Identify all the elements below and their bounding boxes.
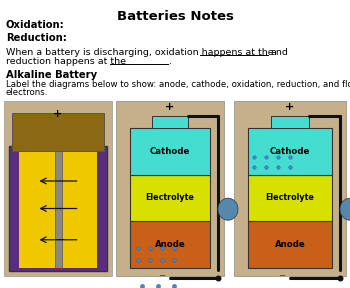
Text: electrons.: electrons. bbox=[6, 88, 48, 97]
Text: −: − bbox=[55, 264, 62, 273]
Bar bbox=[152, 116, 188, 128]
Text: −: − bbox=[279, 271, 286, 280]
Text: reduction happens at the: reduction happens at the bbox=[6, 57, 126, 66]
Text: +: + bbox=[165, 102, 175, 112]
Text: +: + bbox=[53, 109, 63, 119]
Ellipse shape bbox=[218, 198, 238, 220]
Bar bbox=[12, 113, 104, 151]
Text: Batteries Notes: Batteries Notes bbox=[117, 10, 233, 23]
Bar bbox=[271, 116, 309, 128]
Text: Electrolyte: Electrolyte bbox=[266, 194, 314, 202]
Text: Reduction:: Reduction: bbox=[6, 33, 67, 43]
Bar bbox=[130, 175, 210, 221]
Bar bbox=[248, 175, 332, 221]
Bar bbox=[248, 128, 332, 175]
Bar bbox=[116, 101, 224, 276]
Text: and: and bbox=[270, 48, 288, 57]
Text: Anode: Anode bbox=[275, 240, 305, 249]
Text: +: + bbox=[285, 102, 295, 112]
Bar bbox=[4, 101, 112, 276]
Text: When a battery is discharging, oxidation happens at the: When a battery is discharging, oxidation… bbox=[6, 48, 274, 57]
Bar bbox=[19, 146, 97, 268]
Text: .: . bbox=[169, 57, 172, 66]
Ellipse shape bbox=[340, 198, 350, 220]
Text: Cathode: Cathode bbox=[150, 147, 190, 156]
Bar bbox=[130, 221, 210, 268]
Bar bbox=[9, 146, 107, 271]
Text: Electrolyte: Electrolyte bbox=[146, 194, 195, 202]
Bar bbox=[55, 146, 62, 268]
Bar bbox=[234, 101, 346, 276]
Text: Alkaline Battery: Alkaline Battery bbox=[6, 70, 97, 80]
Text: Oxidation:: Oxidation: bbox=[6, 20, 65, 30]
Bar bbox=[248, 221, 332, 268]
Text: Cathode: Cathode bbox=[270, 147, 310, 156]
Text: Anode: Anode bbox=[155, 240, 186, 249]
Bar bbox=[130, 128, 210, 175]
Text: Label the diagrams below to show: anode, cathode, oxidation, reduction, and flow: Label the diagrams below to show: anode,… bbox=[6, 80, 350, 89]
Text: −: − bbox=[159, 271, 166, 280]
